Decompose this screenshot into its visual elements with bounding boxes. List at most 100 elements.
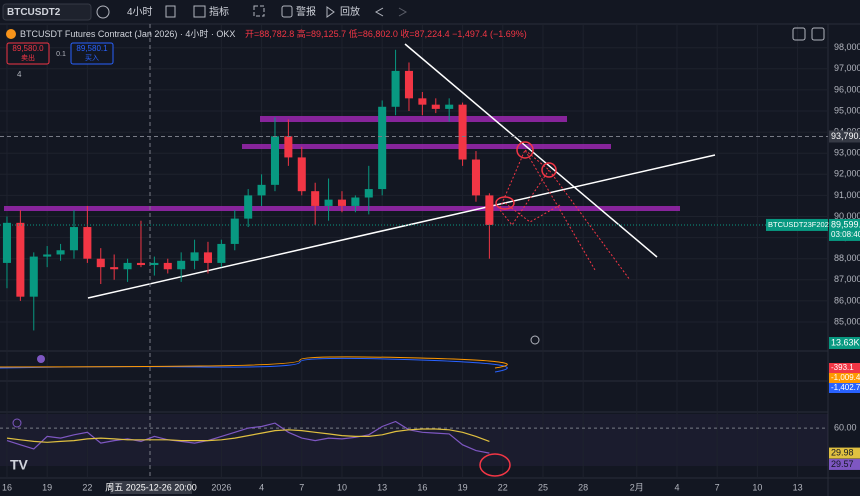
candle-body bbox=[69, 227, 78, 251]
legend-title: BTCUSDT Futures Contract (Jan 2026) · 4小… bbox=[20, 28, 235, 39]
x-tick-label: 7 bbox=[299, 482, 304, 492]
rsi-ma-line bbox=[6, 428, 490, 443]
price-tag bbox=[829, 218, 860, 241]
candle-body bbox=[297, 157, 306, 192]
x-tick-label: 22 bbox=[82, 482, 92, 492]
projection bbox=[499, 148, 631, 281]
candle-body bbox=[110, 267, 119, 270]
indicator-icon bbox=[37, 355, 45, 363]
candle-body bbox=[16, 222, 25, 297]
buy-button[interactable] bbox=[70, 42, 114, 65]
candle-body bbox=[96, 258, 105, 268]
trend-line bbox=[87, 154, 716, 299]
price-tag bbox=[829, 130, 860, 143]
buy-label[interactable]: 买入 bbox=[85, 54, 99, 62]
candle-body bbox=[431, 104, 440, 109]
x-tick-label: 25 bbox=[538, 482, 548, 492]
replay-icon[interactable] bbox=[326, 6, 335, 18]
marker-circle bbox=[516, 141, 534, 159]
candle-body bbox=[351, 197, 360, 206]
indicators[interactable]: 指标 bbox=[209, 5, 229, 18]
candle-body bbox=[284, 136, 293, 158]
chart-type-icon[interactable] bbox=[165, 5, 176, 18]
symbol-tag-text: BTCUSDT23F2026 bbox=[768, 220, 833, 229]
layout-icon[interactable] bbox=[253, 5, 265, 17]
x-tick-label: 2026 bbox=[211, 482, 231, 492]
y-tick-label: 96,000.0 bbox=[834, 84, 860, 94]
undo[interactable] bbox=[374, 7, 384, 17]
candle-body bbox=[257, 184, 266, 196]
candle-body bbox=[177, 260, 186, 270]
candle-body bbox=[83, 227, 92, 259]
y-tick-label: 93,000.0 bbox=[834, 148, 860, 158]
candle-body bbox=[230, 218, 239, 244]
rsi-tag bbox=[829, 447, 860, 459]
symbol[interactable]: BTCUSDT2 bbox=[7, 7, 61, 18]
x-tick-label: 7 bbox=[715, 482, 720, 492]
alert-icon[interactable] bbox=[281, 5, 293, 18]
candle-body bbox=[337, 199, 346, 206]
toolbar bbox=[0, 0, 860, 24]
y-tick-label: 87,000.0 bbox=[834, 274, 860, 284]
alert[interactable]: 警报 bbox=[296, 5, 316, 18]
x-tick-label: 19 bbox=[458, 482, 468, 492]
zone bbox=[260, 116, 567, 122]
x-tick-label: 13 bbox=[793, 482, 803, 492]
candle-body bbox=[458, 104, 467, 160]
candle-body bbox=[445, 104, 454, 109]
y-tick-label: 88,000.0 bbox=[834, 253, 860, 263]
redo[interactable] bbox=[398, 7, 408, 17]
last-price: 89,599.6 bbox=[831, 219, 860, 229]
macd-label: -393.1 bbox=[831, 363, 854, 372]
expand-button[interactable] bbox=[811, 27, 825, 41]
sell-price[interactable]: 89,580.0 bbox=[12, 44, 44, 53]
candle-body bbox=[244, 195, 253, 219]
macd-signal bbox=[0, 356, 508, 369]
indicator-icon bbox=[12, 418, 22, 428]
candles bbox=[2, 49, 494, 331]
volume-label: 13.63K bbox=[831, 337, 860, 347]
crosshair-price: 93,790.8 bbox=[831, 131, 860, 141]
candle-body bbox=[43, 254, 52, 257]
marker-circle bbox=[541, 162, 557, 178]
candle-body bbox=[324, 199, 333, 206]
x-tick-label: 4 bbox=[259, 482, 264, 492]
sell-button[interactable] bbox=[6, 42, 50, 65]
rsi-tick-label: 60.00 bbox=[834, 423, 857, 433]
interval[interactable]: 4小时 bbox=[127, 6, 153, 18]
buy-price[interactable]: 89,580.1 bbox=[76, 44, 108, 53]
candle-body bbox=[471, 159, 480, 196]
candle-body bbox=[378, 106, 387, 190]
indicator-count: 4 bbox=[17, 70, 22, 79]
candle-body bbox=[123, 262, 132, 270]
replay[interactable]: 回放 bbox=[340, 5, 360, 18]
marker-circle bbox=[479, 453, 511, 477]
x-tick-label: 13 bbox=[377, 482, 387, 492]
y-tick-label: 91,000.0 bbox=[834, 190, 860, 200]
zone bbox=[242, 144, 611, 149]
spread: 0.1 bbox=[56, 51, 66, 58]
lock-icon[interactable] bbox=[530, 335, 540, 345]
symbol-box[interactable] bbox=[2, 3, 92, 21]
rsi-tag-label: 29.57 bbox=[831, 459, 854, 469]
rsi-tag bbox=[829, 458, 860, 470]
volume-tag bbox=[829, 337, 860, 349]
indicators-icon[interactable] bbox=[193, 5, 206, 18]
candle-body bbox=[217, 243, 226, 263]
y-tick-label: 98,000.0 bbox=[834, 42, 860, 52]
coin-icon bbox=[6, 29, 16, 39]
x-tick-label: 22 bbox=[498, 482, 508, 492]
candle-body bbox=[270, 136, 279, 185]
candle-body bbox=[418, 98, 427, 105]
candle-body bbox=[56, 250, 65, 255]
sell-label[interactable]: 卖出 bbox=[21, 53, 35, 62]
countdown: 03:08:40 bbox=[831, 230, 860, 239]
x-tick-label: 10 bbox=[337, 482, 347, 492]
marker-circle bbox=[495, 196, 515, 210]
candle-body bbox=[404, 70, 413, 99]
download-button[interactable] bbox=[792, 27, 806, 41]
add-symbol[interactable] bbox=[96, 5, 110, 19]
candle-body bbox=[311, 191, 320, 206]
